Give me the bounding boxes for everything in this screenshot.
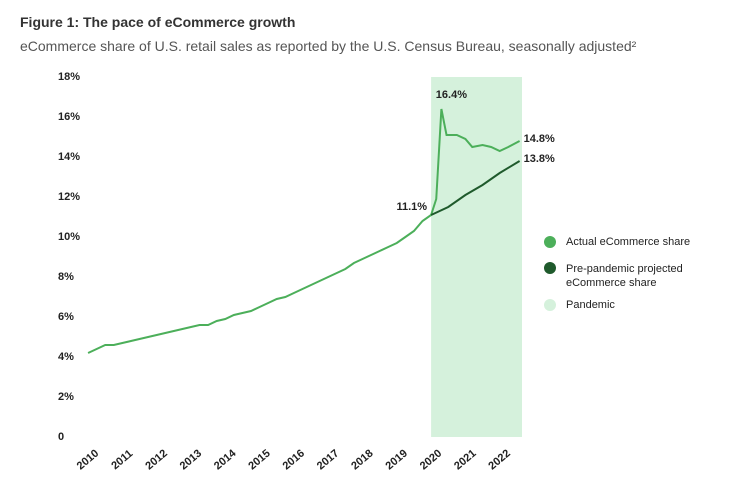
y-tick-label: 0 xyxy=(58,431,64,443)
series-line xyxy=(87,108,521,354)
legend-label: Pre-pandemic projected eCommerce share xyxy=(566,263,683,289)
series-line xyxy=(430,160,521,216)
pandemic-shade xyxy=(431,77,522,437)
x-tick-label: 2010 xyxy=(75,447,101,472)
legend-swatch xyxy=(544,262,556,274)
legend-swatch xyxy=(544,236,556,248)
legend-item: Pre-pandemic projected eCommerce share xyxy=(544,262,724,290)
data-label: 11.1% xyxy=(397,201,428,213)
x-tick-label: 2019 xyxy=(383,447,409,472)
chart-title: Figure 1: The pace of eCommerce growth xyxy=(20,14,296,30)
x-tick-label: 2016 xyxy=(281,447,307,472)
chart-subtitle: eCommerce share of U.S. retail sales as … xyxy=(20,38,637,54)
y-tick-label: 8% xyxy=(58,271,74,283)
legend-item: Actual eCommerce share xyxy=(544,236,724,248)
legend-label: Actual eCommerce share xyxy=(566,236,691,248)
x-tick-label: 2012 xyxy=(143,447,169,472)
legend-item: Pandemic xyxy=(544,299,724,311)
x-tick-label: 2021 xyxy=(452,447,478,472)
x-tick-label: 2022 xyxy=(486,447,512,472)
y-tick-label: 10% xyxy=(58,231,80,243)
y-tick-label: 2% xyxy=(58,391,74,403)
y-tick-label: 12% xyxy=(58,191,80,203)
legend-label: Pandemic xyxy=(566,299,615,311)
x-tick-label: 2013 xyxy=(178,447,204,472)
x-tick-label: 2011 xyxy=(109,448,135,473)
y-tick-label: 14% xyxy=(58,151,80,163)
y-tick-label: 16% xyxy=(58,111,80,123)
data-label: 13.8% xyxy=(524,153,555,165)
x-tick-label: 2018 xyxy=(349,447,375,472)
y-tick-label: 4% xyxy=(58,351,74,363)
x-tick-label: 2017 xyxy=(315,447,341,472)
y-tick-label: 6% xyxy=(58,311,74,323)
x-tick-label: 2015 xyxy=(246,447,272,472)
y-tick-label: 18% xyxy=(58,71,80,83)
data-label: 14.8% xyxy=(524,133,555,145)
x-tick-label: 2020 xyxy=(418,447,444,472)
data-label: 16.4% xyxy=(436,89,467,101)
legend-swatch xyxy=(544,299,556,311)
x-tick-label: 2014 xyxy=(212,447,239,472)
